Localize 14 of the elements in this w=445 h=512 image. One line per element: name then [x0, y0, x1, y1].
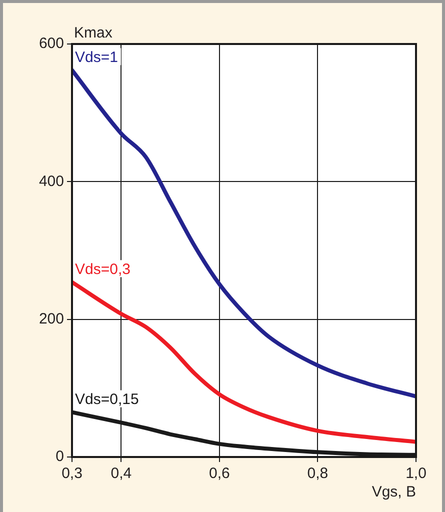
x-tick-label: 1,0 — [406, 465, 426, 482]
x-tick-label: 0,4 — [110, 465, 132, 482]
y-tick-label: 0 — [56, 448, 64, 466]
y-axis-title: Kmax — [74, 24, 113, 42]
x-tick-label: 0,8 — [307, 465, 328, 482]
y-tick-label: 200 — [38, 310, 64, 328]
y-tick-label: 400 — [38, 172, 64, 190]
series-label: Vds=0,3 — [75, 260, 130, 278]
series-label: Vds=1 — [75, 48, 118, 66]
series-label: Vds=0,15 — [75, 390, 139, 408]
y-tick-label: 600 — [38, 35, 64, 52]
x-tick-label: 0,6 — [209, 465, 230, 482]
x-tick-label: 0,3 — [62, 465, 82, 482]
x-axis-title: Vgs, B — [372, 484, 416, 501]
